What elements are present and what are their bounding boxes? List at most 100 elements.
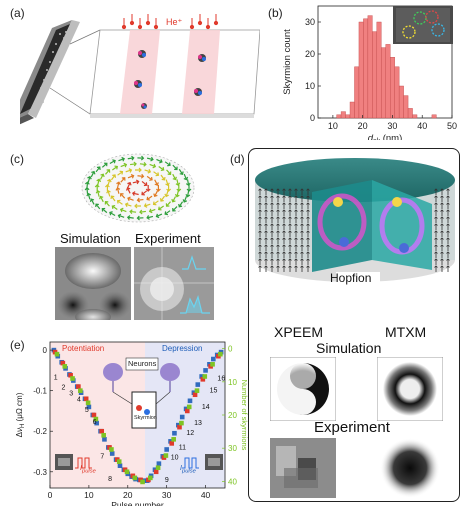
point-number-label: 5 xyxy=(85,407,89,414)
histogram-chart: 10203040500102030dsk (nm)Skyrmion count xyxy=(268,0,461,140)
data-point-blue xyxy=(118,463,123,468)
y-tick-label: 10 xyxy=(305,81,315,91)
histogram-bar xyxy=(395,67,399,118)
data-point-red xyxy=(169,441,174,446)
data-point-green xyxy=(101,433,106,438)
x-tick-label: 10 xyxy=(328,121,338,131)
histogram-bar xyxy=(390,57,394,118)
data-point-red xyxy=(76,384,81,389)
y-tick-label: -0.2 xyxy=(33,427,47,436)
histogram-bar xyxy=(432,115,436,118)
simulation-label-c: Simulation xyxy=(60,231,121,246)
data-point-green xyxy=(210,362,215,367)
histogram-bar xyxy=(408,108,412,118)
point-number-label: 4 xyxy=(77,397,81,404)
data-point-green xyxy=(78,388,83,393)
histogram-bar xyxy=(354,67,358,118)
skyrmion-spin-texture xyxy=(78,148,198,226)
data-point-blue xyxy=(188,399,193,404)
point-number-label: 3 xyxy=(69,391,73,398)
point-number-label: 6 xyxy=(93,419,97,426)
point-number-label: 8 xyxy=(108,476,112,483)
histogram-bar xyxy=(359,22,363,118)
xpeem-experiment-image xyxy=(270,438,336,498)
data-point-red xyxy=(193,392,198,397)
point-number-label: 15 xyxy=(210,388,218,395)
y-axis-label: ΔνH (μΩ cm) xyxy=(15,392,26,437)
data-point-green xyxy=(132,476,137,481)
x-tick-label: 40 xyxy=(417,121,427,131)
data-point-green xyxy=(187,405,192,410)
point-number-label: 11 xyxy=(179,444,186,451)
histogram-inset-image xyxy=(393,6,453,44)
data-point-green xyxy=(195,388,200,393)
histogram-bar xyxy=(399,86,403,118)
x-tick-label: 30 xyxy=(387,121,397,131)
skyrmion-label: Skyrmion xyxy=(134,415,157,421)
data-point-green xyxy=(70,376,75,381)
histogram-bar xyxy=(386,44,390,118)
y-right-axis-label: Number of skyrmions xyxy=(240,380,248,451)
mtxm-experiment-image xyxy=(377,438,443,498)
y-tick-label: 20 xyxy=(305,49,315,59)
hopfion-label: Hopfion xyxy=(330,271,371,285)
experiment-image-c xyxy=(134,247,214,320)
x-axis-label: dsk (nm) xyxy=(368,133,402,140)
histogram-bar xyxy=(337,115,341,118)
histogram-bar xyxy=(404,96,408,118)
x-tick-label: 20 xyxy=(123,490,133,500)
point-number-label: 7 xyxy=(100,453,104,460)
y-tick-label: -0.1 xyxy=(33,387,47,396)
x-tick-label: 30 xyxy=(162,490,172,500)
y-right-tick-label: 20 xyxy=(228,411,237,420)
data-point-blue xyxy=(211,357,216,362)
data-point-blue xyxy=(110,451,115,456)
data-point-blue xyxy=(203,368,208,373)
data-point-green xyxy=(140,480,145,485)
pulse-chart: 0 10 20 30 400-0.1-0.2-0.3010203040Pulse num… xyxy=(0,334,248,506)
point-number-label: 12 xyxy=(186,430,194,437)
panel-label-d: (d) xyxy=(230,152,245,166)
data-point-green xyxy=(179,421,184,426)
y-tick-label: 0 xyxy=(43,346,48,355)
data-point-red xyxy=(185,409,190,414)
xpeem-simulation-image xyxy=(270,357,336,421)
x-axis-label: Pulse number xyxy=(111,500,164,506)
histogram-bar xyxy=(377,22,381,118)
ipulse-left-label: Ipulse xyxy=(80,465,96,474)
point-number-label: 10 xyxy=(171,454,179,461)
experiment-label-d: Experiment xyxy=(314,419,390,436)
neurons-label: Neurons xyxy=(128,359,156,368)
data-point-green xyxy=(109,447,114,452)
data-point-blue xyxy=(157,461,162,466)
histogram-bar xyxy=(413,115,417,118)
data-point-green xyxy=(125,469,130,474)
point-number-label: 13 xyxy=(194,420,202,427)
data-point-green xyxy=(171,437,176,442)
cylinder-arrow xyxy=(259,266,262,272)
panel-a-illustration xyxy=(20,14,260,132)
point-number-label: 16 xyxy=(217,375,225,382)
data-point-blue xyxy=(180,415,185,420)
x-tick-label: 0 xyxy=(48,490,53,500)
histogram-bar xyxy=(346,115,350,118)
experiment-label-c: Experiment xyxy=(135,231,201,246)
data-point-blue xyxy=(195,382,200,387)
point-number-label: 1 xyxy=(54,374,58,381)
x-tick-label: 40 xyxy=(201,490,211,500)
point-number-label: 14 xyxy=(202,404,210,411)
y-axis-label: Skyrmion count xyxy=(282,29,293,95)
data-point-green xyxy=(55,352,60,357)
y-tick-label: 30 xyxy=(305,17,315,27)
x-tick-label: 10 xyxy=(84,490,94,500)
data-point-blue xyxy=(102,437,107,442)
data-point-red xyxy=(92,413,97,418)
mtxm-simulation-image xyxy=(377,357,443,421)
y-right-tick-label: 40 xyxy=(228,477,237,486)
histogram-bar xyxy=(368,16,372,118)
track-plate xyxy=(90,30,260,114)
potentiation-label: Potentiation xyxy=(62,344,104,353)
data-point-red xyxy=(84,396,89,401)
point-number-label: 2 xyxy=(61,385,65,392)
data-point-green xyxy=(218,352,223,357)
